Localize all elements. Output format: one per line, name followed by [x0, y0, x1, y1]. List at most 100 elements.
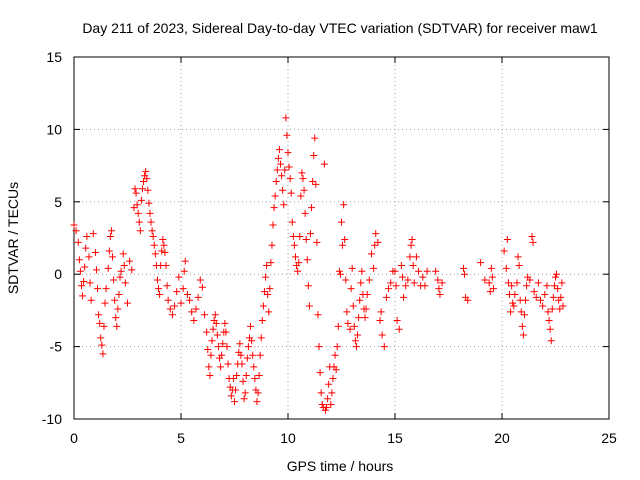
data-point — [349, 302, 357, 310]
y-tick-label: 15 — [46, 49, 62, 65]
data-point — [372, 230, 380, 238]
x-tick-label: 15 — [387, 430, 403, 446]
data-point — [255, 372, 263, 380]
data-point — [89, 230, 97, 238]
data-point — [281, 166, 289, 174]
data-point — [86, 279, 94, 287]
data-point — [131, 185, 139, 193]
data-point — [77, 282, 85, 290]
data-point — [256, 351, 264, 359]
data-point — [117, 267, 125, 275]
data-point — [96, 319, 104, 327]
data-point — [545, 317, 553, 325]
data-point — [132, 189, 140, 197]
data-point — [144, 186, 152, 194]
x-tick-label: 20 — [494, 430, 510, 446]
data-point — [308, 204, 316, 212]
data-point — [315, 343, 323, 351]
y-tick-label: 5 — [54, 194, 62, 210]
y-axis-label: SDTVAR / TECUs — [5, 182, 21, 294]
data-point — [242, 372, 250, 380]
data-point — [273, 166, 281, 174]
data-point — [546, 325, 554, 333]
data-point — [363, 290, 371, 298]
data-point — [529, 238, 537, 246]
data-point — [239, 377, 247, 385]
data-point — [219, 340, 227, 348]
data-point — [509, 299, 517, 307]
data-point — [459, 264, 467, 272]
data-point — [278, 172, 286, 180]
data-point — [392, 282, 400, 290]
data-point — [391, 267, 399, 275]
data-point — [415, 267, 423, 275]
y-tick-label: -5 — [50, 339, 63, 355]
data-point — [87, 296, 95, 304]
data-point — [370, 264, 378, 272]
data-point — [124, 299, 131, 307]
data-point — [135, 218, 143, 226]
data-point — [421, 282, 429, 290]
data-point — [97, 334, 105, 342]
data-point — [323, 403, 331, 411]
data-point — [196, 276, 204, 284]
data-point — [284, 149, 292, 157]
data-point — [277, 160, 285, 168]
data-point — [137, 196, 145, 204]
data-point — [513, 279, 521, 287]
data-point — [98, 341, 106, 349]
data-point — [464, 296, 472, 304]
data-point — [534, 279, 542, 287]
data-point — [539, 302, 547, 310]
data-point — [324, 395, 332, 403]
y-tick-labels: -10 -5 0 5 10 15 — [42, 49, 62, 427]
data-point — [325, 380, 333, 388]
data-point — [377, 308, 385, 316]
data-point — [249, 351, 257, 359]
data-point — [194, 293, 202, 301]
data-point — [188, 308, 196, 316]
data-point — [504, 279, 512, 287]
data-point — [412, 253, 420, 261]
data-point — [519, 331, 527, 339]
data-point — [229, 374, 237, 382]
data-point — [406, 253, 414, 261]
data-point — [237, 351, 245, 359]
data-point — [274, 154, 282, 162]
data-point — [134, 209, 142, 217]
data-point — [316, 369, 324, 377]
data-point — [104, 264, 112, 272]
data-point — [385, 285, 393, 293]
data-point — [113, 322, 121, 330]
data-point — [76, 267, 84, 275]
data-point — [311, 134, 319, 142]
data-point — [119, 250, 127, 258]
data-point — [477, 259, 485, 267]
data-point — [266, 285, 274, 293]
x-tick-label: 5 — [177, 430, 185, 446]
data-point — [553, 270, 561, 278]
data-point — [510, 302, 518, 310]
data-point — [81, 263, 89, 271]
data-point — [423, 267, 431, 275]
data-point — [327, 401, 335, 409]
x-tick-label: 10 — [280, 430, 296, 446]
data-point — [109, 253, 117, 261]
data-point — [72, 227, 80, 235]
data-point — [114, 305, 122, 313]
data-point — [155, 285, 163, 293]
data-point — [371, 241, 379, 249]
data-point — [91, 248, 99, 256]
data-point — [332, 366, 340, 374]
data-point — [526, 276, 534, 284]
data-point — [486, 288, 494, 296]
data-point — [487, 264, 495, 272]
y-tick-label: 0 — [54, 266, 62, 282]
data-point — [309, 178, 317, 186]
data-point — [342, 276, 350, 284]
data-point — [151, 250, 159, 258]
data-point — [265, 308, 273, 316]
data-point — [253, 398, 261, 406]
data-point — [106, 233, 114, 241]
